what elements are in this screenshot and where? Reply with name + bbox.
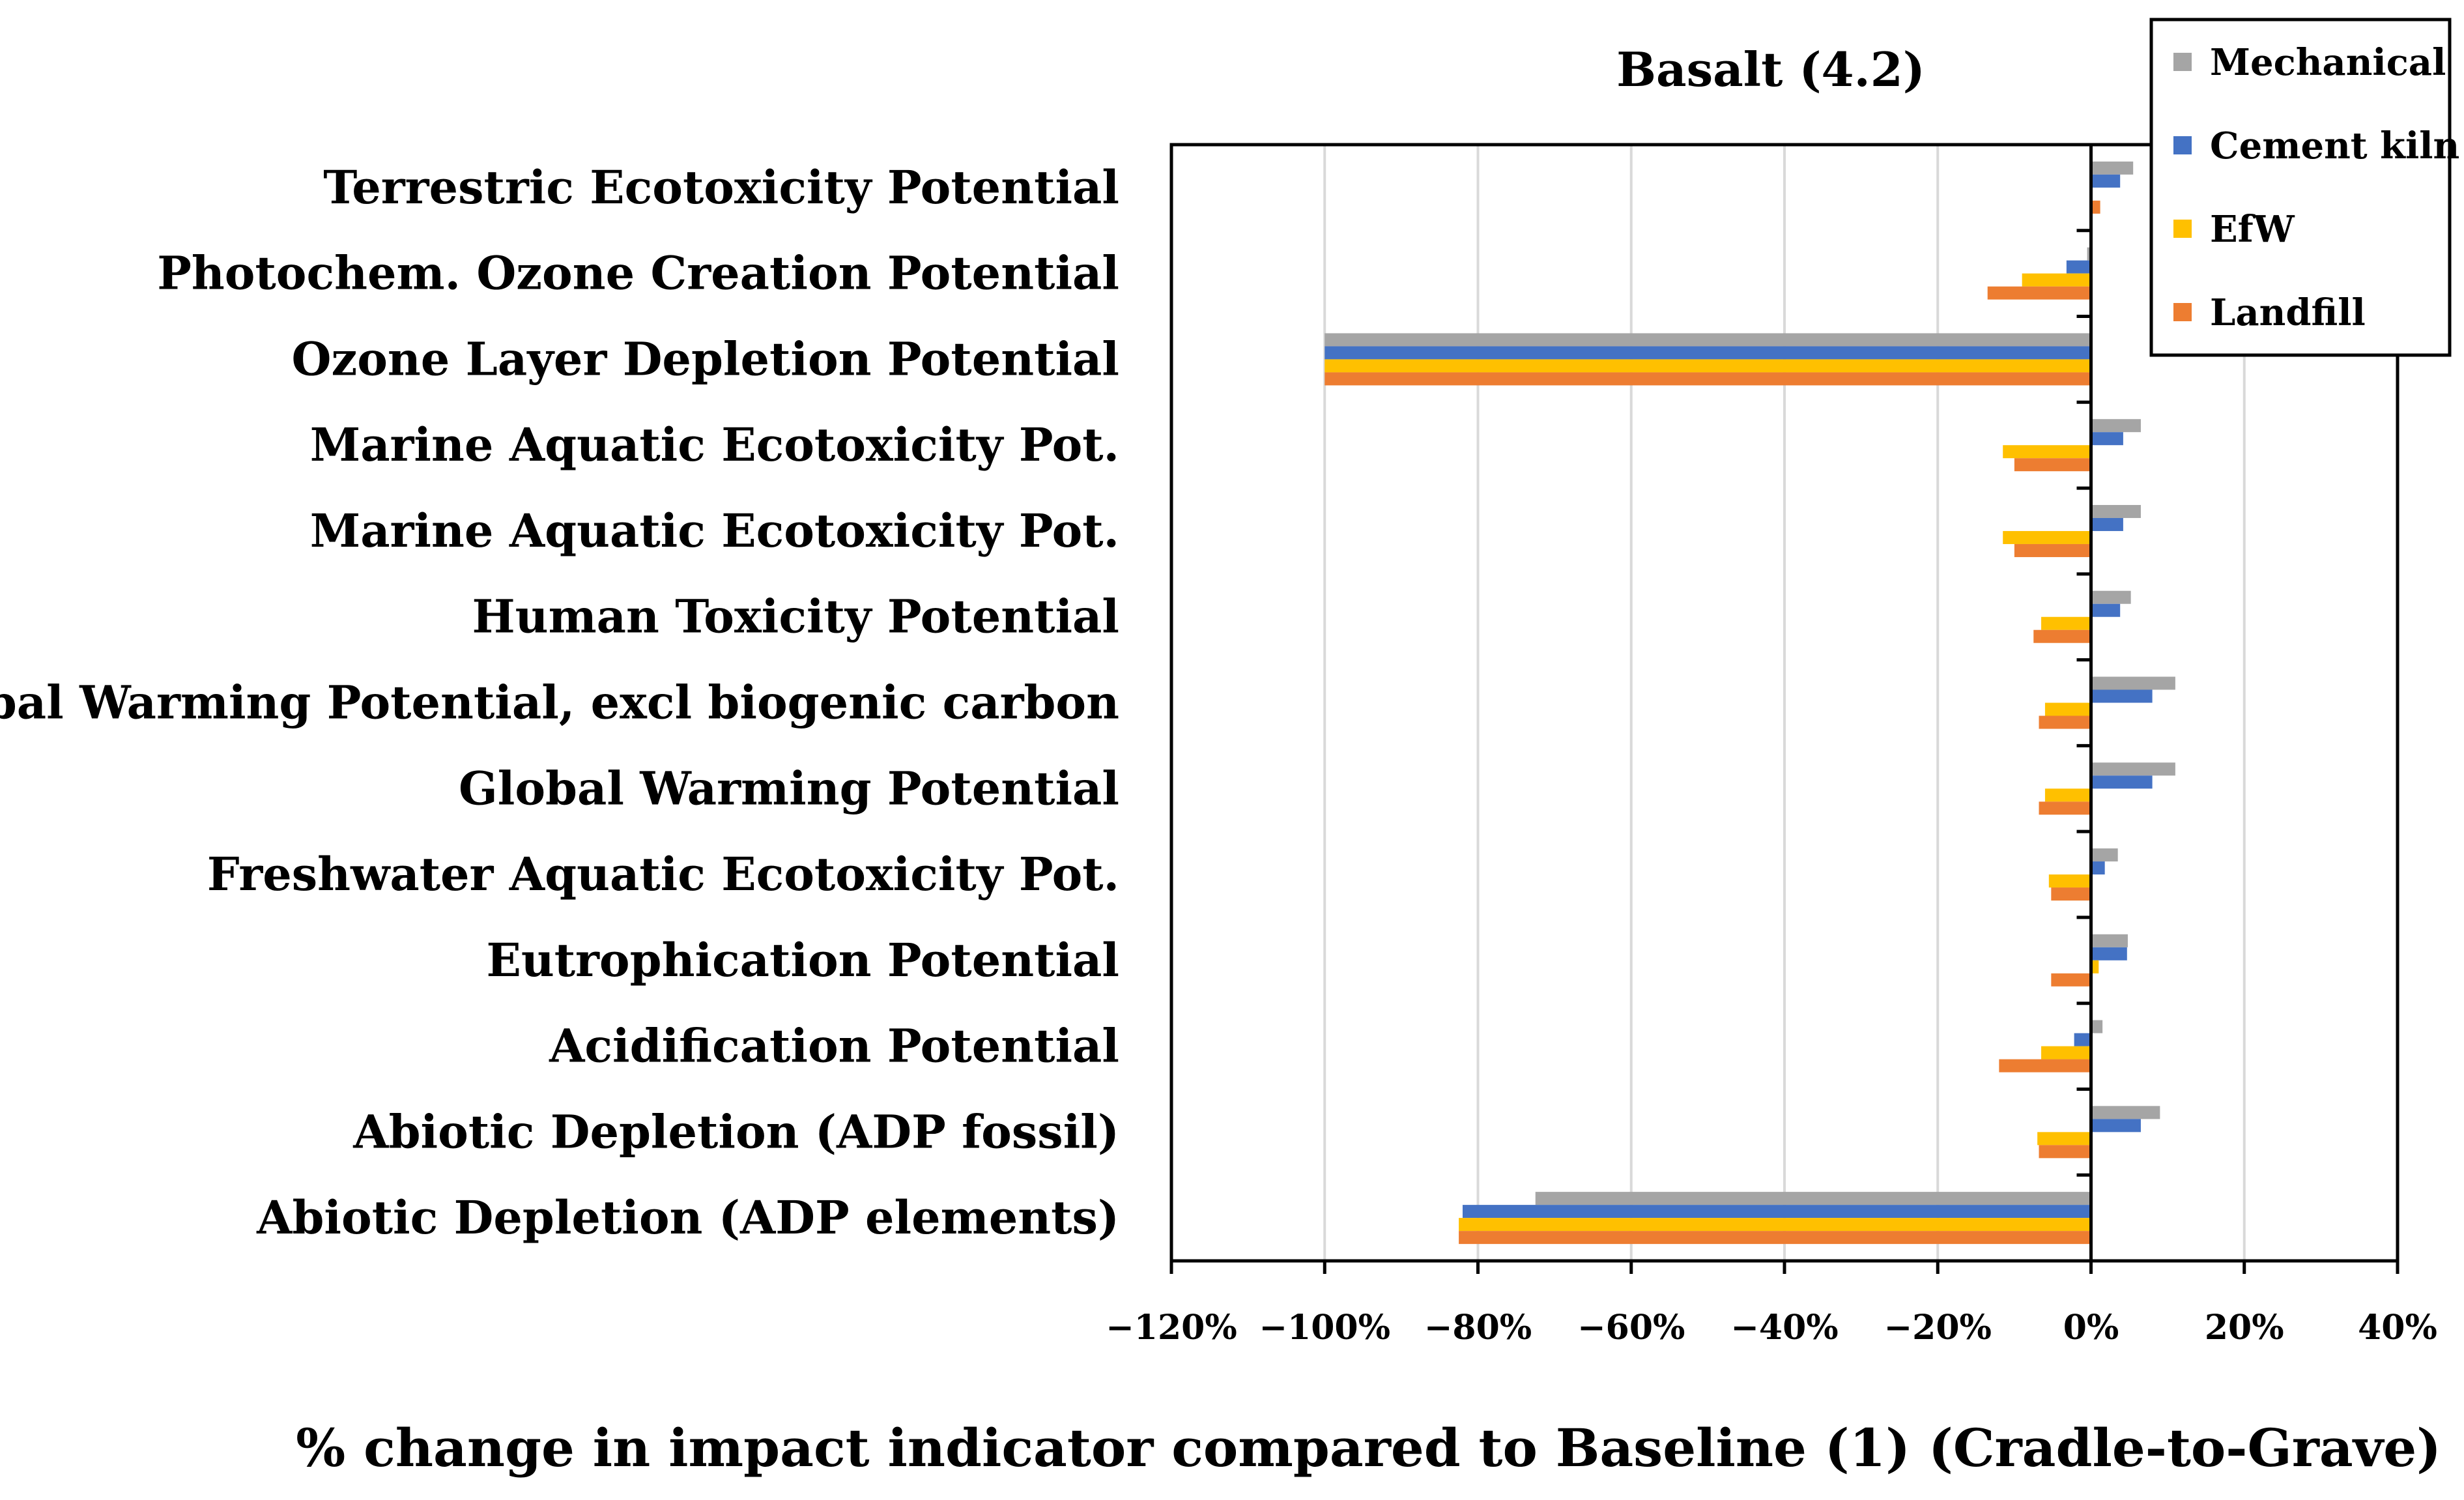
- legend-label: Landfill: [2210, 291, 2366, 334]
- legend-box: [2149, 18, 2452, 357]
- x-tick-label: −60%: [1577, 1308, 1685, 1348]
- legend-swatch: [2173, 303, 2192, 321]
- bar-landfill: [2039, 715, 2091, 729]
- bar-cement-kiln: [2091, 517, 2123, 531]
- bar-mechanical: [2091, 590, 2131, 604]
- bar-mechanical: [2091, 419, 2141, 433]
- chart-title: Basalt (4.2): [1616, 42, 1925, 97]
- bar-cement-kiln: [2091, 861, 2105, 875]
- bar-efw: [1459, 1218, 2091, 1232]
- category-label: Abiotic Depletion (ADP elements): [256, 1190, 1119, 1245]
- legend-swatch: [2173, 220, 2192, 238]
- legend-label: Mechanical: [2210, 41, 2446, 84]
- bar-cement-kiln: [2091, 174, 2121, 188]
- x-axis-label: % change in impact indicator compared to…: [296, 1417, 2441, 1478]
- bar-landfill: [2039, 801, 2091, 815]
- bar-mechanical: [2087, 247, 2091, 261]
- bar-mechanical: [1535, 1192, 2091, 1205]
- bar-mechanical: [2091, 1020, 2103, 1033]
- bar-efw: [2091, 960, 2099, 974]
- bar-mechanical: [2091, 848, 2118, 862]
- bar-landfill: [2091, 200, 2100, 214]
- bar-mechanical: [2091, 504, 2141, 518]
- category-label: Global Warming Potential: [459, 761, 1119, 815]
- x-tick-label: 40%: [2358, 1308, 2437, 1348]
- bar-efw: [2022, 273, 2091, 287]
- legend-swatch: [2173, 136, 2192, 154]
- bar-cement-kiln: [2091, 1119, 2141, 1132]
- bar-cement-kiln: [1462, 1205, 2091, 1219]
- legend-label: Cement kiln: [2210, 124, 2459, 167]
- x-tick-label: 20%: [2205, 1308, 2284, 1348]
- bar-cement-kiln: [2074, 1033, 2091, 1046]
- bar-efw: [1325, 359, 2091, 373]
- bar-mechanical: [2091, 1106, 2160, 1119]
- x-tick-label: −20%: [1884, 1308, 1992, 1348]
- bar-landfill: [1459, 1231, 2091, 1245]
- category-label: Photochem. Ozone Creation Potential: [157, 246, 1119, 300]
- bar-landfill: [2014, 458, 2091, 472]
- bar-cement-kiln: [2091, 432, 2123, 446]
- x-tick-label: −80%: [1424, 1308, 1532, 1348]
- bar-efw: [2037, 1132, 2091, 1146]
- legend-swatch: [2173, 53, 2192, 71]
- bar-landfill: [1325, 372, 2091, 386]
- bar-efw: [2041, 616, 2091, 630]
- bar-efw: [2044, 702, 2091, 716]
- category-label: Freshwater Aquatic Ecotoxicity Pot.: [207, 847, 1119, 901]
- x-tick-label: −40%: [1730, 1308, 1838, 1348]
- bar-mechanical: [1325, 333, 2091, 347]
- category-label: Global Warming Potential, excl biogenic …: [0, 676, 1119, 730]
- x-tick-label: −100%: [1259, 1308, 1390, 1348]
- category-label: Abiotic Depletion (ADP fossil): [352, 1104, 1119, 1159]
- x-tick-labels: −120% −100% −80% −60% −40% −20% 0% 20% 40%: [1106, 1308, 2437, 1348]
- axes: [1169, 143, 2400, 1274]
- bar-mechanical: [2091, 161, 2134, 175]
- bar-landfill: [2051, 973, 2091, 987]
- bar-efw: [2003, 530, 2091, 544]
- bar-landfill: [2039, 1145, 2091, 1159]
- category-label: Marine Aquatic Ecotoxicity Pot.: [310, 504, 1119, 558]
- bar-efw: [2048, 874, 2091, 888]
- bar-mechanical: [2091, 762, 2175, 776]
- bar-landfill: [1999, 1059, 2091, 1073]
- bars: [1325, 161, 2175, 1245]
- bar-landfill: [1987, 286, 2091, 300]
- legend-label: EfW: [2210, 208, 2295, 251]
- category-label: Terrestric Ecotoxicity Potential: [323, 160, 1119, 214]
- bar-mechanical: [2091, 934, 2128, 947]
- category-label: Marine Aquatic Ecotoxicity Pot.: [310, 418, 1119, 472]
- bar-cement-kiln: [1325, 346, 2091, 360]
- category-label: Acidification Potential: [549, 1019, 1119, 1073]
- x-tick-label: −120%: [1106, 1308, 1237, 1348]
- category-label: Ozone Layer Depletion Potential: [291, 332, 1119, 386]
- bar-efw: [2003, 445, 2091, 459]
- x-tick-label: 0%: [2063, 1308, 2119, 1348]
- bar-cement-kiln: [2091, 947, 2127, 960]
- bar-efw: [2044, 788, 2091, 802]
- bar-cement-kiln: [2091, 775, 2153, 789]
- bar-landfill: [2014, 543, 2091, 557]
- bar-landfill: [2051, 887, 2091, 901]
- category-label: Eutrophication Potential: [486, 933, 1119, 987]
- bar-cement-kiln: [2066, 260, 2091, 274]
- bar-landfill: [2033, 629, 2091, 643]
- bar-efw: [2041, 1046, 2091, 1060]
- category-labels: Terrestric Ecotoxicity Potential Photoche…: [0, 160, 1119, 1245]
- legend: Mechanical Cement kiln EfW Landfill: [2149, 18, 2459, 357]
- bar-cement-kiln: [2091, 689, 2153, 703]
- category-label: Human Toxicity Potential: [472, 590, 1119, 644]
- bar-mechanical: [2091, 676, 2175, 690]
- bar-cement-kiln: [2091, 603, 2121, 617]
